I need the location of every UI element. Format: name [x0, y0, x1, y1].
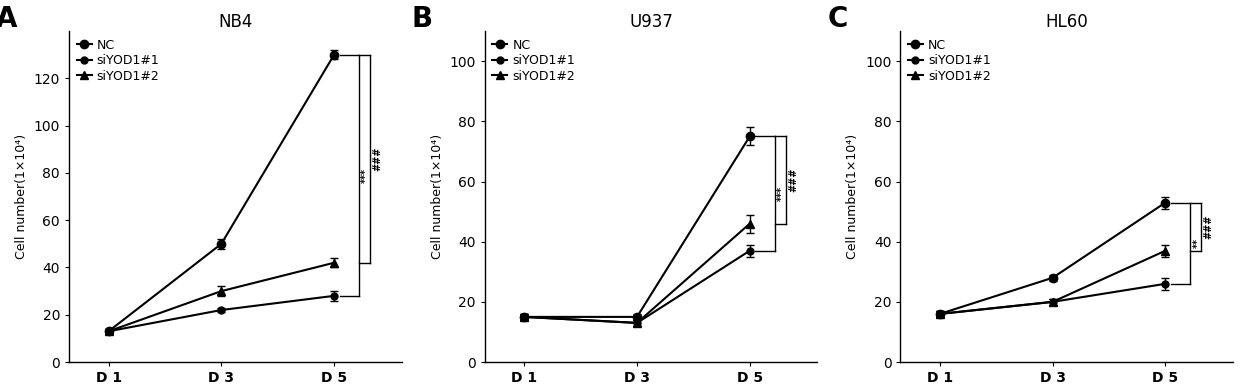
Text: **: **: [1193, 238, 1203, 248]
Text: ***: ***: [776, 186, 787, 201]
Text: ###: ###: [789, 168, 799, 192]
Legend: NC, siYOD1#1, siYOD1#2: NC, siYOD1#1, siYOD1#2: [906, 37, 992, 84]
Legend: NC, siYOD1#1, siYOD1#2: NC, siYOD1#1, siYOD1#2: [491, 37, 577, 84]
Text: B: B: [412, 5, 433, 33]
Text: C: C: [827, 5, 848, 33]
Text: ###: ###: [1204, 214, 1214, 239]
Text: ###: ###: [372, 147, 382, 171]
Text: A: A: [0, 5, 17, 33]
Y-axis label: Cell number(1×10⁴): Cell number(1×10⁴): [15, 134, 29, 259]
Title: NB4: NB4: [218, 13, 253, 31]
Y-axis label: Cell number(1×10⁴): Cell number(1×10⁴): [430, 134, 444, 259]
Title: HL60: HL60: [1045, 13, 1089, 31]
Text: ***: ***: [361, 168, 371, 183]
Title: U937: U937: [629, 13, 673, 31]
Y-axis label: Cell number(1×10⁴): Cell number(1×10⁴): [847, 134, 859, 259]
Legend: NC, siYOD1#1, siYOD1#2: NC, siYOD1#1, siYOD1#2: [76, 37, 161, 84]
